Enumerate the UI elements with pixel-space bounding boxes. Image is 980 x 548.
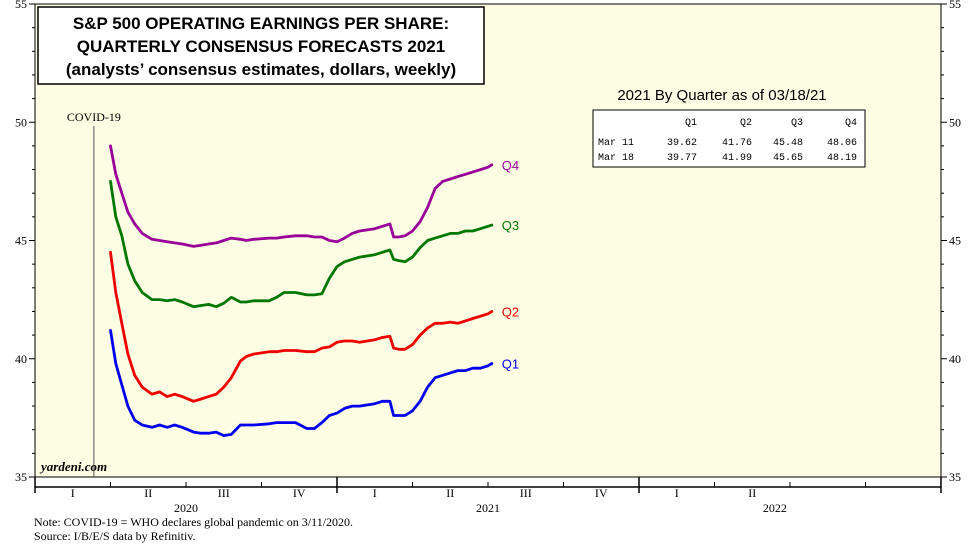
series-line-q4 xyxy=(109,144,494,248)
table-value-cell: 41.99 xyxy=(722,153,752,164)
y-tick-label-right: 50 xyxy=(949,115,961,129)
series-label-q1: Q1 xyxy=(502,356,519,371)
series-line-q1 xyxy=(109,328,494,438)
quarter-label: I xyxy=(71,486,75,500)
table-value-cell: 39.77 xyxy=(667,153,697,164)
chart-notes: Note: COVID-19 = WHO declares global pan… xyxy=(34,515,353,543)
axis-ticks xyxy=(29,3,947,478)
chart-title-box: S&P 500 OPERATING EARNINGS PER SHARE: QU… xyxy=(37,6,485,85)
y-axis-left: 35 40 45 50 55 xyxy=(15,0,27,484)
table-value-cell: 48.19 xyxy=(827,153,857,164)
table-value-cell: 45.48 xyxy=(773,138,803,149)
table-value-cell: 41.76 xyxy=(722,138,752,149)
quarter-label: III xyxy=(520,486,532,500)
quarter-table: 2021 By Quarter as of 03/18/21 Q1 Q2 Q3 Q4 M… xyxy=(592,87,866,168)
chart-title-line-3: (analysts’ consensus estimates, dollars,… xyxy=(66,60,456,79)
table-header-cell: Q3 xyxy=(791,118,803,129)
table-row-label: Mar 18 xyxy=(598,153,634,164)
quarter-label: IV xyxy=(293,486,306,500)
table-value-cell: 39.62 xyxy=(667,138,697,149)
y-tick-label-left: 50 xyxy=(15,115,27,129)
covid-annotation: COVID-19 xyxy=(67,110,121,124)
table-value-cell: 48.06 xyxy=(827,138,857,149)
series-label-q2: Q2 xyxy=(502,304,519,319)
y-tick-label-left: 45 xyxy=(15,234,27,248)
quarter-label: II xyxy=(446,486,454,500)
y-tick-label-right: 45 xyxy=(949,234,961,248)
series-line-q2 xyxy=(109,250,494,403)
table-header-cell: Q1 xyxy=(685,118,697,129)
y-tick-label-left: 55 xyxy=(15,0,27,11)
y-tick-label-left: 40 xyxy=(15,352,27,366)
table-title: 2021 By Quarter as of 03/18/21 xyxy=(617,87,826,104)
series-label-q3: Q3 xyxy=(502,218,519,233)
quarter-label: I xyxy=(675,486,679,500)
year-label: 2022 xyxy=(763,501,787,515)
chart-title-line-1: S&P 500 OPERATING EARNINGS PER SHARE: xyxy=(73,14,449,33)
y-tick-label-right: 40 xyxy=(949,352,961,366)
quarter-label: IV xyxy=(595,486,608,500)
chart-title-line-2: QUARTERLY CONSENSUS FORECASTS 2021 xyxy=(77,37,445,56)
watermark: yardeni.com xyxy=(39,459,107,474)
y-tick-label-right: 55 xyxy=(949,0,961,11)
quarter-label: II xyxy=(748,486,756,500)
quarter-label: II xyxy=(144,486,152,500)
year-label: 2021 xyxy=(476,501,500,515)
series-lines: Q1 Q2 Q3 Q4 xyxy=(109,144,519,438)
table-value-cell: 45.65 xyxy=(773,153,803,164)
table-row-label: Mar 11 xyxy=(598,138,634,149)
table-header-cell: Q2 xyxy=(740,118,752,129)
source-text: Source: I/B/E/S data by Refinitiv. xyxy=(34,529,196,543)
quarter-label: III xyxy=(218,486,230,500)
series-label-q4: Q4 xyxy=(502,158,519,173)
y-tick-label-right: 35 xyxy=(949,470,961,484)
y-axis-right: 35 40 45 50 55 xyxy=(949,0,961,484)
series-line-q3 xyxy=(109,179,494,309)
y-tick-label-left: 35 xyxy=(15,470,27,484)
table-header-cell: Q4 xyxy=(845,118,857,129)
year-label: 2020 xyxy=(174,501,198,515)
note-text: Note: COVID-19 = WHO declares global pan… xyxy=(34,515,354,529)
quarter-label: I xyxy=(373,486,377,500)
